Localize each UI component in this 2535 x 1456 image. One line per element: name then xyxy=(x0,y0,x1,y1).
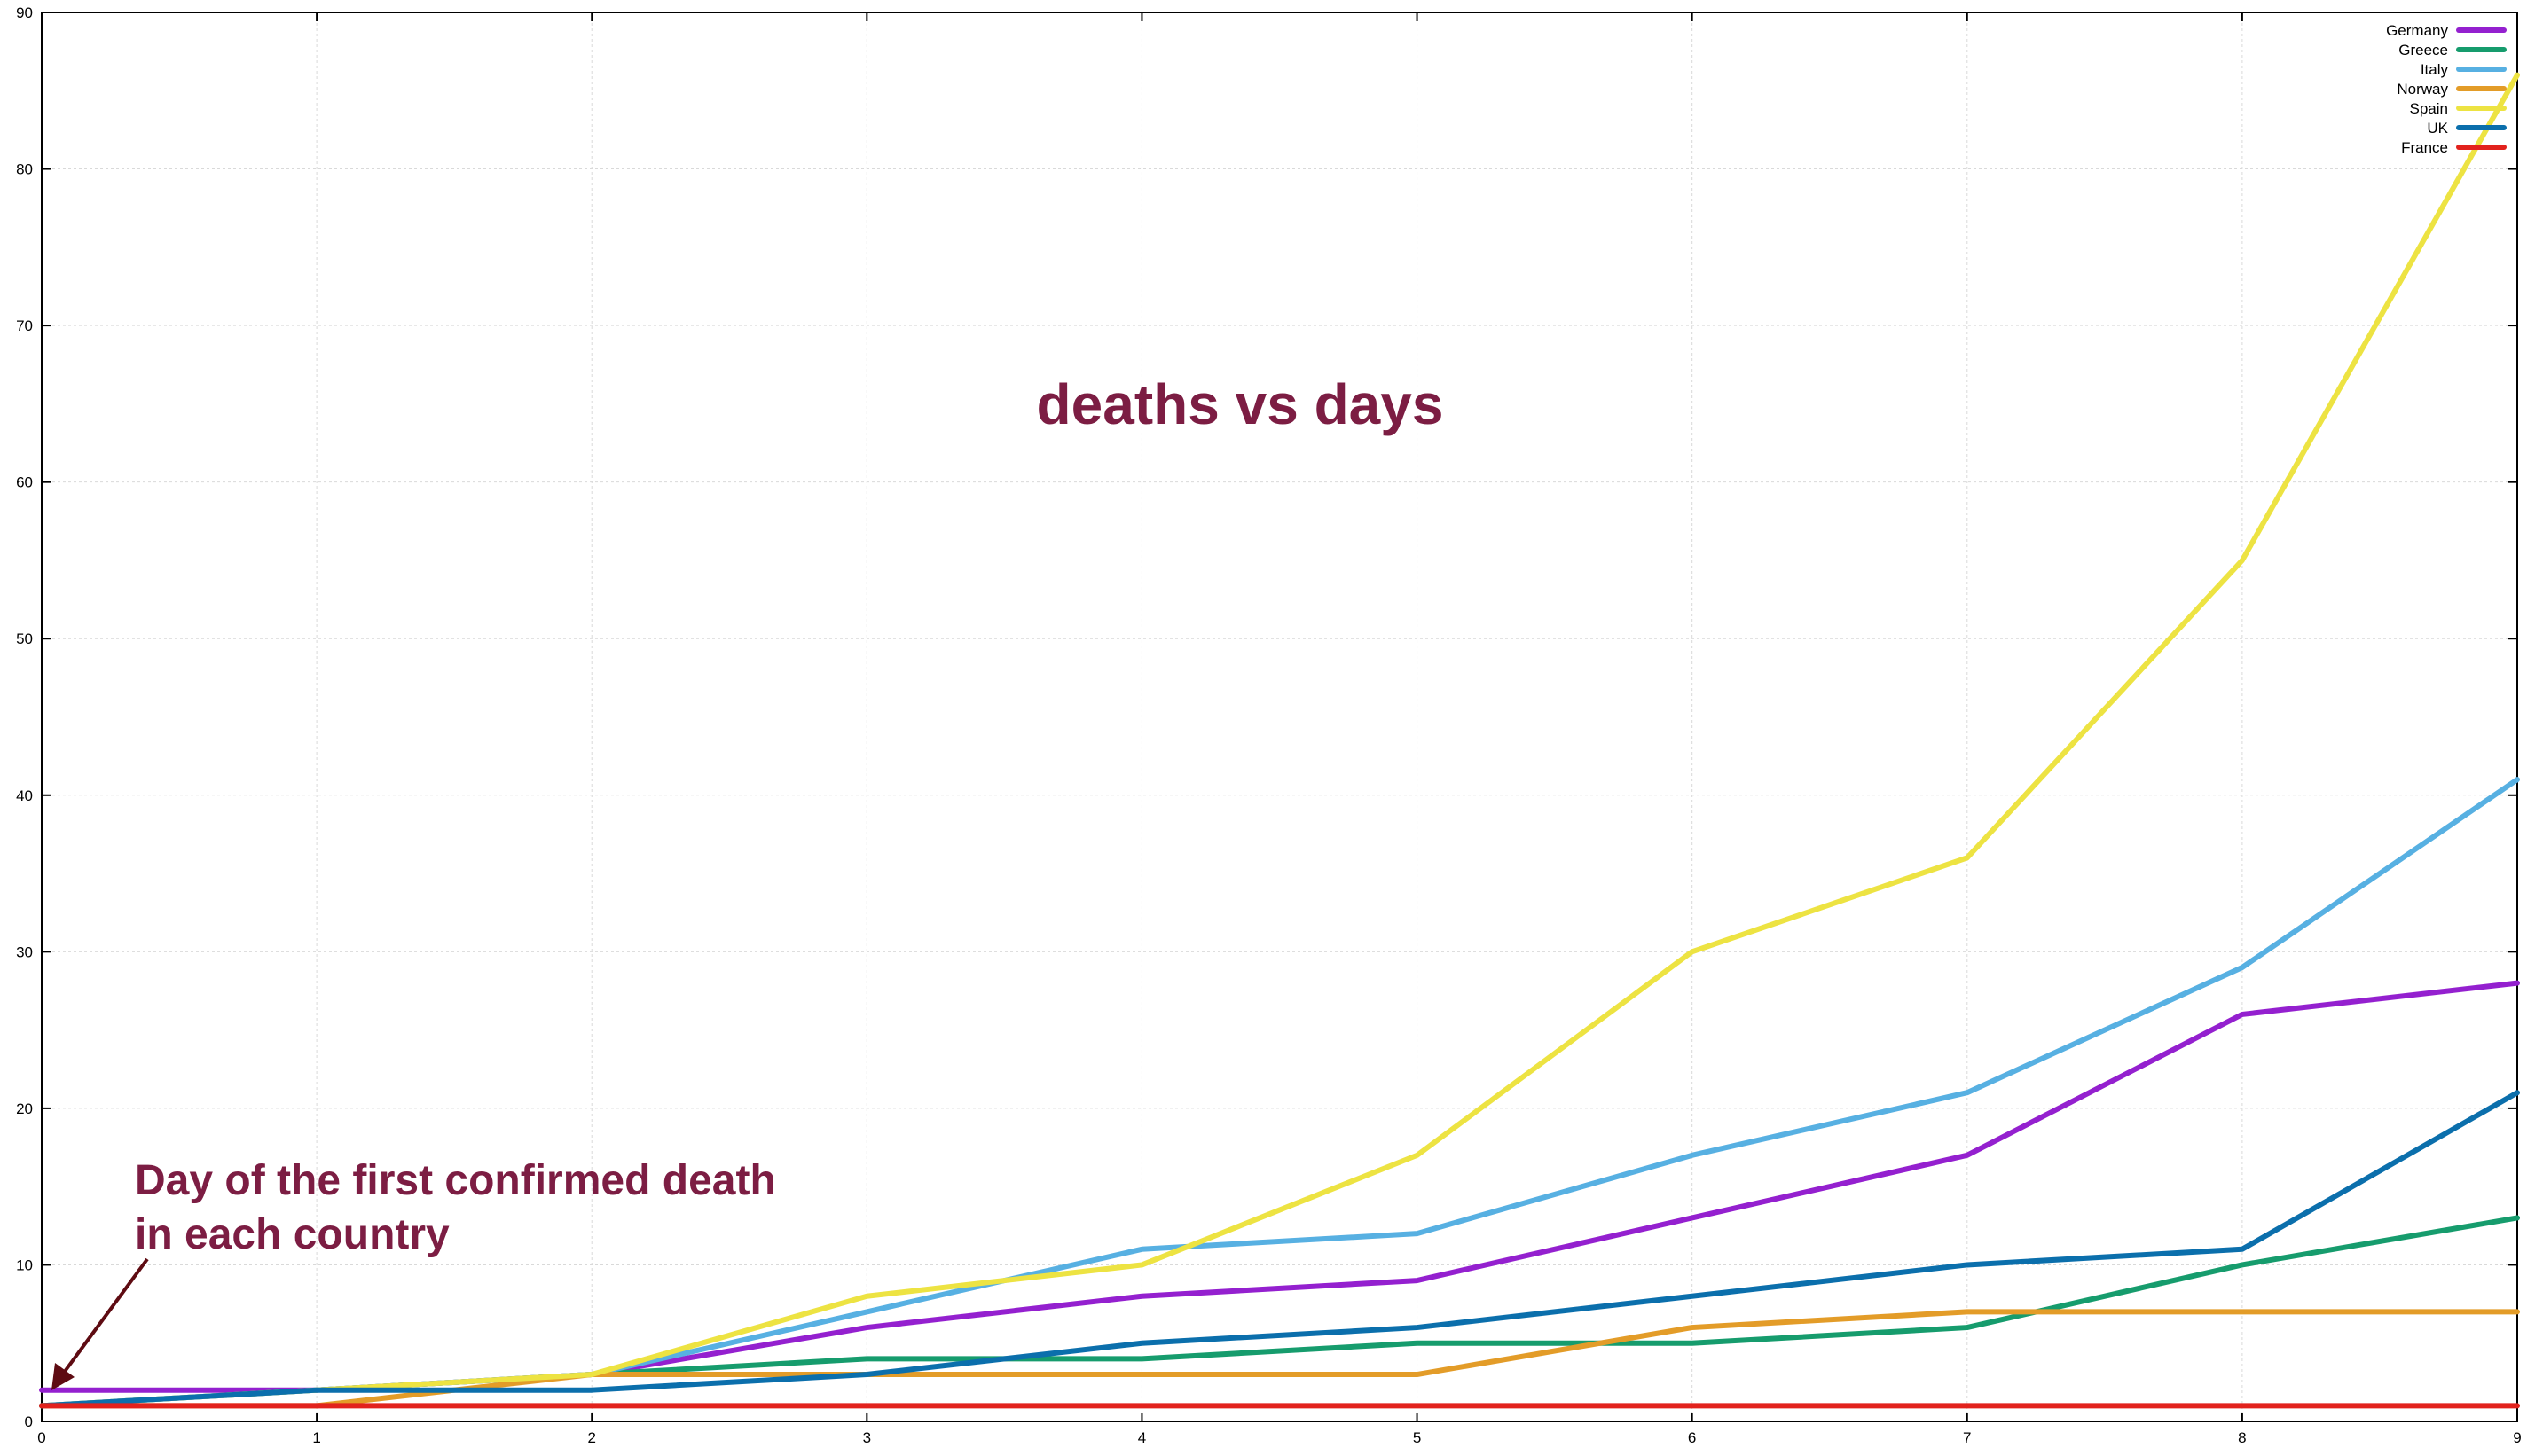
legend-label-italy: Italy xyxy=(2421,61,2449,78)
legend-label-spain: Spain xyxy=(2410,100,2448,117)
x-tick-label-8: 8 xyxy=(2238,1429,2246,1446)
y-tick-label-90: 90 xyxy=(16,4,33,21)
legend-label-germany: Germany xyxy=(2386,22,2448,39)
x-tick-label-5: 5 xyxy=(1413,1429,1421,1446)
x-tick-label-1: 1 xyxy=(312,1429,320,1446)
y-tick-label-10: 10 xyxy=(16,1256,33,1273)
x-tick-label-4: 4 xyxy=(1138,1429,1146,1446)
y-tick-label-60: 60 xyxy=(16,474,33,491)
annotation-arrow-head xyxy=(51,1363,75,1390)
legend-label-uk: UK xyxy=(2427,120,2448,137)
y-tick-label-0: 0 xyxy=(25,1413,33,1430)
grid xyxy=(42,12,2517,1421)
legend-label-norway: Norway xyxy=(2397,81,2448,98)
axes xyxy=(41,12,2518,1422)
series-lines xyxy=(39,72,2520,1409)
x-tick-label-6: 6 xyxy=(1688,1429,1696,1446)
legend-label-greece: Greece xyxy=(2398,42,2448,59)
plot-frame xyxy=(41,12,2518,1422)
x-tick-label-3: 3 xyxy=(863,1429,871,1446)
x-tick-label-2: 2 xyxy=(587,1429,595,1446)
annotation: Day of the first confirmed death in each… xyxy=(51,1157,776,1390)
annotation-arrow xyxy=(62,1257,149,1374)
annotation-text-line1: Day of the first confirmed death xyxy=(135,1157,776,1204)
x-tick-label-7: 7 xyxy=(1963,1429,1971,1446)
annotation-text-line2: in each country xyxy=(135,1211,450,1258)
series-line-uk xyxy=(39,1090,2520,1409)
series-line-spain xyxy=(39,72,2520,1409)
legend-label-france: France xyxy=(2401,139,2448,156)
y-tick-label-40: 40 xyxy=(16,787,33,804)
legend: Germany Greece Italy Norway Spain UK France xyxy=(2386,22,2507,156)
y-tick-label-80: 80 xyxy=(16,161,33,178)
chart-title: deaths vs days xyxy=(1037,372,1444,436)
x-tick-label-9: 9 xyxy=(2513,1429,2521,1446)
y-tick-label-50: 50 xyxy=(16,630,33,647)
y-tick-label-30: 30 xyxy=(16,943,33,960)
x-tick-label-0: 0 xyxy=(37,1429,45,1446)
y-tick-label-20: 20 xyxy=(16,1100,33,1117)
y-tick-label-70: 70 xyxy=(16,317,33,334)
